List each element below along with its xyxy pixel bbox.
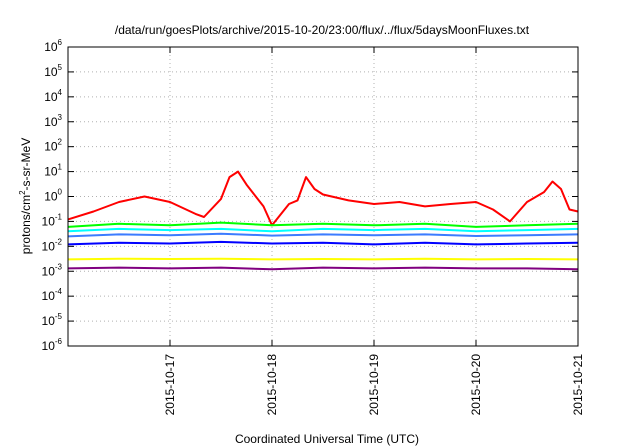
- y-tick-exponent: -6: [55, 337, 63, 346]
- y-tick-exponent: 6: [58, 38, 63, 47]
- y-tick-label: 104: [44, 88, 62, 104]
- y-axis-ticks: 10-610-510-410-310-210-11001011021031041…: [42, 38, 578, 353]
- y-axis-label: protons/cm2-s-sr-MeV: [18, 138, 33, 254]
- x-tick-label: 2015-10-19: [367, 354, 381, 416]
- y-tick-label: 10-6: [42, 337, 63, 353]
- series-line-3: [67, 227, 579, 233]
- y-axis-label-rest: -s-sr-MeV: [19, 138, 33, 191]
- y-tick-base: 10: [44, 115, 58, 129]
- y-tick-label: 106: [44, 38, 62, 54]
- series-lines: [67, 170, 579, 271]
- x-tick-label: 2015-10-21: [571, 354, 585, 416]
- y-tick-base: 10: [44, 165, 58, 179]
- x-tick-label: 2015-10-18: [265, 354, 279, 416]
- y-tick-base: 10: [44, 65, 58, 79]
- y-tick-exponent: 3: [58, 113, 63, 122]
- y-tick-exponent: -2: [55, 237, 63, 246]
- y-tick-exponent: -5: [55, 312, 63, 321]
- y-axis-label-base: protons/cm: [19, 195, 33, 254]
- series-line-4: [67, 232, 579, 238]
- y-tick-exponent: 5: [58, 63, 63, 72]
- y-tick-label: 10-4: [42, 287, 63, 303]
- series-line-2: [67, 221, 579, 228]
- y-tick-exponent: 2: [58, 138, 63, 147]
- y-tick-exponent: -4: [55, 287, 63, 296]
- y-tick-label: 100: [44, 188, 62, 204]
- y-tick-exponent: -3: [55, 262, 63, 271]
- y-tick-base: 10: [44, 40, 58, 54]
- y-tick-label: 10-5: [42, 312, 63, 328]
- y-tick-exponent: 1: [58, 163, 63, 172]
- series-line-6: [67, 257, 579, 261]
- series-line-5: [67, 240, 579, 246]
- series-line-7: [67, 266, 579, 271]
- y-tick-label: 102: [44, 138, 62, 154]
- y-tick-base: 10: [42, 289, 56, 303]
- series-line-1: [67, 170, 579, 227]
- y-tick-base: 10: [44, 190, 58, 204]
- y-tick-label: 10-1: [42, 212, 63, 228]
- grid: [68, 47, 578, 346]
- y-tick-base: 10: [42, 239, 56, 253]
- x-axis-label: Coordinated Universal Time (UTC): [235, 432, 419, 446]
- y-tick-label: 101: [44, 163, 62, 179]
- y-tick-exponent: 4: [58, 88, 63, 97]
- y-tick-base: 10: [42, 339, 56, 353]
- y-tick-exponent: 0: [58, 188, 63, 197]
- y-tick-label: 10-2: [42, 237, 63, 253]
- y-tick-exponent: -1: [55, 212, 63, 221]
- y-axis-label-sup: 2: [18, 190, 27, 195]
- y-tick-base: 10: [42, 314, 56, 328]
- y-tick-base: 10: [42, 264, 56, 278]
- y-tick-label: 105: [44, 63, 62, 79]
- x-tick-label: 2015-10-20: [469, 354, 483, 416]
- x-tick-label: 2015-10-17: [163, 354, 177, 416]
- y-tick-base: 10: [44, 140, 58, 154]
- y-tick-base: 10: [42, 214, 56, 228]
- y-tick-label: 10-3: [42, 262, 63, 278]
- x-axis-ticks: 2015-10-17 2015-10-18 2015-10-19 2015-10-20…: [163, 47, 585, 415]
- y-tick-base: 10: [44, 90, 58, 104]
- chart-title: /data/run/goesPlots/archive/2015-10-20/2…: [115, 23, 530, 37]
- y-tick-label: 103: [44, 113, 62, 129]
